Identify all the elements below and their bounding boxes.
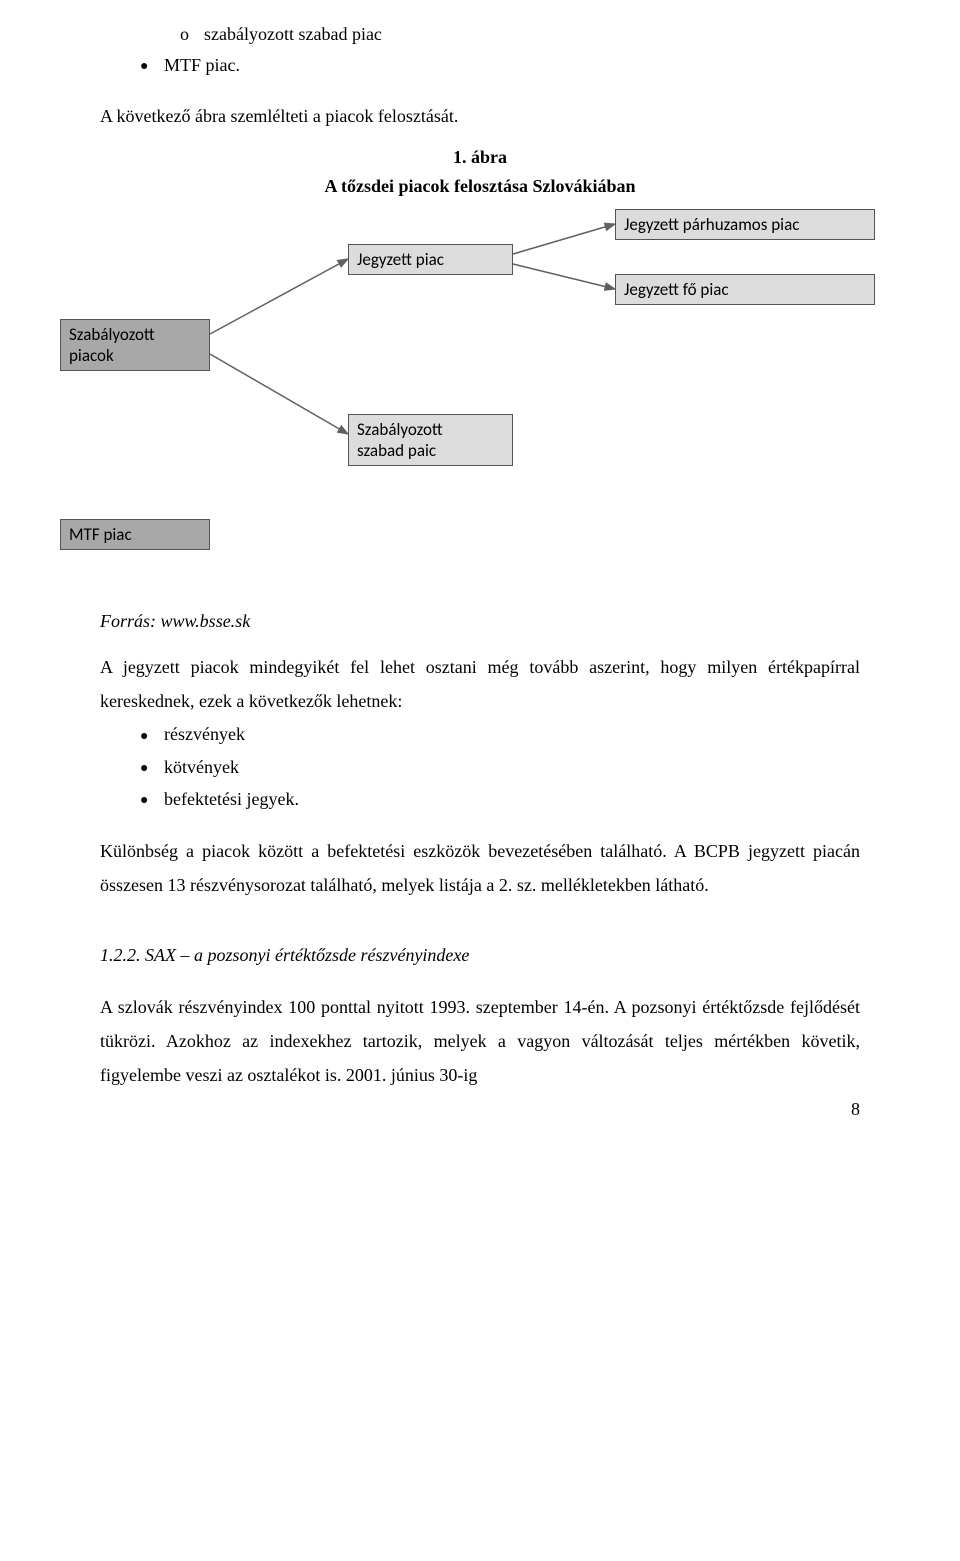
disc-bullet-icon: ● <box>140 788 164 813</box>
source-line: Forrás: www.bsse.sk <box>100 611 860 632</box>
paragraph-2: Különbség a piacok között a befektetési … <box>100 834 860 902</box>
paragraph-1: A jegyzett piacok mindegyikét fel lehet … <box>100 650 860 718</box>
diagram-node-n_fo: Jegyzett fő piac <box>615 274 875 305</box>
sub-list-text: szabályozott szabad piac <box>204 24 382 44</box>
section-heading: 1.2.2. SAX – a pozsonyi értéktőzsde rész… <box>100 938 860 972</box>
disc-bullet-icon: ● <box>140 54 164 79</box>
bullet-list: ●részvények●kötvények●befektetési jegyek… <box>100 718 860 815</box>
diagram-node-n_szsz: Szabályozottszabad paic <box>348 414 513 467</box>
figure-title: A tőzsdei piacok felosztása Szlovákiában <box>100 172 860 201</box>
diagram-edge <box>513 224 615 254</box>
sub-list-item: oszabályozott szabad piac <box>180 20 860 49</box>
diagram-node-n_szab: Szabályozottpiacok <box>60 319 210 372</box>
diagram-node-n_mtf: MTF piac <box>60 519 210 550</box>
page-container: oszabályozott szabad piac ●MTF piac. A k… <box>0 0 960 1140</box>
list-item: ●MTF piac. <box>140 49 860 81</box>
paragraph-3: A szlovák részvényindex 100 ponttal nyit… <box>100 990 860 1093</box>
disc-bullet-icon: ● <box>140 724 164 749</box>
diagram-edge <box>210 259 348 334</box>
list-item-text: kötvények <box>164 757 239 777</box>
list-item: ●kötvények <box>140 751 860 783</box>
market-structure-diagram: Szabályozottpiacok MTF piac Jegyzett piac S… <box>60 209 880 589</box>
diagram-edge <box>513 264 615 289</box>
list-item-text: MTF piac. <box>164 55 240 75</box>
intro-paragraph: A következő ábra szemlélteti a piacok fe… <box>100 99 860 133</box>
list-item-text: befektetési jegyek. <box>164 789 299 809</box>
list-item: ●részvények <box>140 718 860 750</box>
diagram-node-n_jegy: Jegyzett piac <box>348 244 513 275</box>
list-item-text: részvények <box>164 724 245 744</box>
diagram-edge <box>210 354 348 434</box>
disc-bullet-icon: ● <box>140 756 164 781</box>
page-number: 8 <box>100 1099 860 1120</box>
list-item: ●befektetési jegyek. <box>140 783 860 815</box>
figure-number: 1. ábra <box>100 143 860 172</box>
circle-bullet-icon: o <box>180 20 204 49</box>
diagram-node-n_parh: Jegyzett párhuzamos piac <box>615 209 875 240</box>
